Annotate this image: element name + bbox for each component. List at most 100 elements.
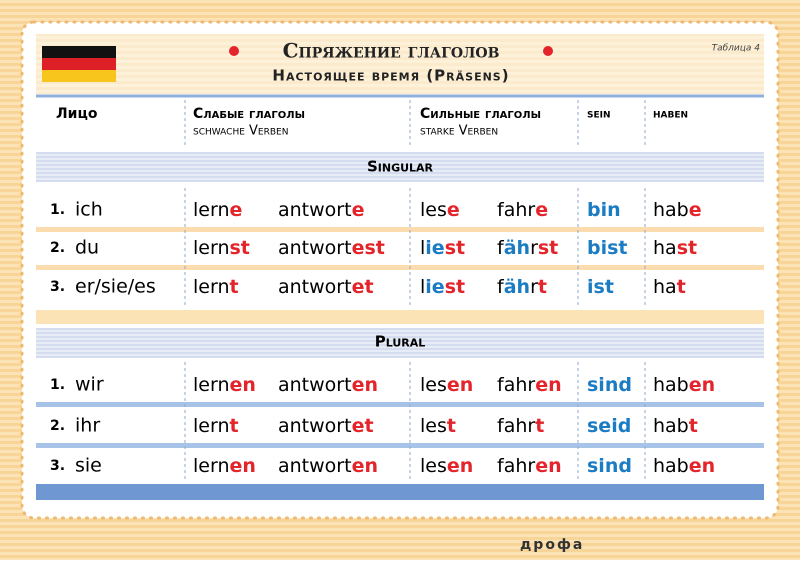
verb-form: ist bbox=[587, 276, 614, 298]
verb-part: bin bbox=[587, 199, 621, 221]
verb-part: fahr bbox=[497, 374, 535, 396]
verb-part: fahr bbox=[497, 415, 535, 437]
verb-part: st bbox=[445, 237, 465, 259]
subtitle: Настоящее время (Präsens) bbox=[272, 67, 509, 85]
verb-form: fahren bbox=[497, 455, 562, 477]
verb-part: antwort bbox=[278, 237, 352, 259]
verb-form: bist bbox=[587, 237, 628, 259]
verb-part: f bbox=[497, 276, 505, 298]
verb-part: sind bbox=[587, 455, 632, 477]
verb-part: antwort bbox=[278, 199, 352, 221]
person-number: 2. bbox=[50, 240, 65, 256]
verb-form: lernen bbox=[193, 455, 256, 477]
verb-part: sind bbox=[587, 374, 632, 396]
verb-form: lernt bbox=[193, 415, 239, 437]
verb-form: liest bbox=[420, 237, 465, 259]
verb-form: hat bbox=[653, 276, 686, 298]
col-header-de: starke Verben bbox=[420, 124, 498, 139]
verb-form: liest bbox=[420, 276, 465, 298]
verb-form: haben bbox=[653, 455, 715, 477]
verb-part: en bbox=[689, 455, 715, 477]
verb-form: fahrt bbox=[497, 415, 544, 437]
verb-part: e bbox=[230, 199, 243, 221]
verb-form: lese bbox=[420, 199, 460, 221]
spacer bbox=[36, 484, 764, 500]
pronoun: ihr bbox=[75, 415, 100, 437]
verb-part: hab bbox=[653, 415, 689, 437]
verb-form: hast bbox=[653, 237, 697, 259]
col-header: Слабые глаголы bbox=[193, 106, 305, 122]
verb-part: antwort bbox=[278, 374, 352, 396]
table-number: Таблица 4 bbox=[712, 44, 761, 54]
verb-part: en bbox=[352, 374, 378, 396]
pronoun: er/sie/es bbox=[75, 276, 156, 298]
verb-part: en bbox=[689, 374, 715, 396]
flag bbox=[42, 46, 116, 82]
verb-part: hab bbox=[653, 199, 689, 221]
pronoun: wir bbox=[75, 374, 104, 396]
col-header-de: schwache Verben bbox=[193, 124, 288, 139]
section-band bbox=[36, 152, 764, 182]
verb-part: en bbox=[535, 455, 561, 477]
verb-part: ie bbox=[425, 276, 444, 298]
verb-part: t bbox=[447, 415, 456, 437]
verb-part: en bbox=[447, 455, 473, 477]
verb-form: lesen bbox=[420, 455, 473, 477]
verb-part: en bbox=[230, 455, 256, 477]
pronoun: du bbox=[75, 237, 99, 259]
verb-part: fahr bbox=[497, 455, 535, 477]
verb-part: l bbox=[420, 276, 425, 298]
verb-part: st bbox=[538, 237, 558, 259]
verb-part: r bbox=[530, 237, 538, 259]
verb-part: seid bbox=[587, 415, 631, 437]
title-band bbox=[36, 34, 764, 94]
verb-form: fährst bbox=[497, 237, 558, 259]
verb-form: sind bbox=[587, 455, 632, 477]
verb-part: en bbox=[535, 374, 561, 396]
verb-part: ist bbox=[587, 276, 614, 298]
col-header: Сильные глаголы bbox=[420, 106, 541, 122]
pronoun: sie bbox=[75, 455, 102, 477]
verb-part: lern bbox=[193, 455, 230, 477]
separators bbox=[184, 100, 646, 482]
verb-part: e bbox=[689, 199, 702, 221]
section-label: Plural bbox=[375, 333, 426, 351]
verb-part: t bbox=[538, 276, 547, 298]
verb-part: st bbox=[677, 237, 697, 259]
verb-part: lern bbox=[193, 276, 230, 298]
person-number: 1. bbox=[50, 202, 65, 218]
verb-part: bist bbox=[587, 237, 628, 259]
row-separator bbox=[36, 443, 764, 448]
bullet bbox=[543, 46, 553, 56]
verb-form: habt bbox=[653, 415, 698, 437]
verb-part: en bbox=[352, 455, 378, 477]
verb-part: antwort bbox=[278, 276, 352, 298]
verb-part: les bbox=[420, 455, 447, 477]
col-header: sein bbox=[587, 107, 611, 122]
verb-form: seid bbox=[587, 415, 631, 437]
section-label: Singular bbox=[367, 158, 434, 176]
col-header: haben bbox=[653, 107, 688, 122]
verb-form: lernen bbox=[193, 374, 256, 396]
verb-form: antwortet bbox=[278, 415, 374, 437]
verb-form: antworten bbox=[278, 374, 378, 396]
verb-form: antworten bbox=[278, 455, 378, 477]
verb-form: lernst bbox=[193, 237, 250, 259]
spacer bbox=[36, 310, 764, 324]
pronoun: ich bbox=[75, 199, 103, 221]
verb-part: e bbox=[535, 199, 548, 221]
verb-part: et bbox=[352, 276, 374, 298]
verb-part: st bbox=[230, 237, 250, 259]
verb-part: est bbox=[352, 237, 385, 259]
person-number: 3. bbox=[50, 279, 65, 295]
verb-part: l bbox=[420, 237, 425, 259]
title: Спряжение глаголов bbox=[283, 39, 500, 63]
person-number: 1. bbox=[50, 377, 65, 393]
verb-part: hab bbox=[653, 374, 689, 396]
verb-part: f bbox=[497, 237, 505, 259]
verb-part: t bbox=[535, 415, 544, 437]
verb-part: lern bbox=[193, 199, 230, 221]
verb-form: haben bbox=[653, 374, 715, 396]
verb-form: lerne bbox=[193, 199, 242, 221]
